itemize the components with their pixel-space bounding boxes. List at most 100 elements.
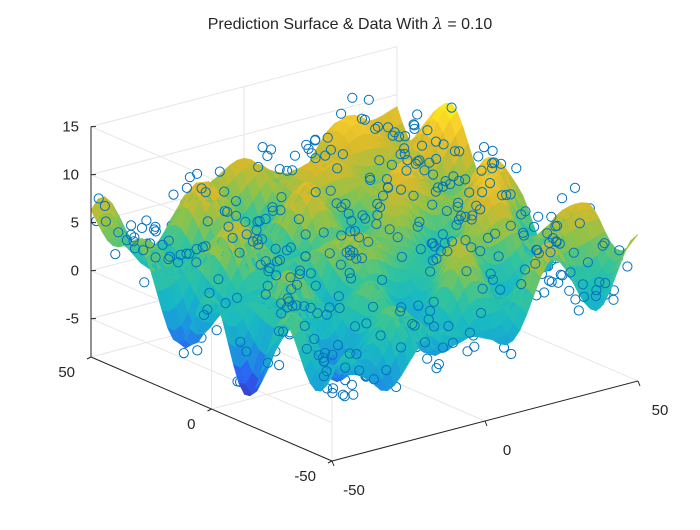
data-point (466, 242, 477, 253)
data-point (569, 182, 581, 193)
data-point (349, 321, 361, 332)
data-point (273, 326, 285, 337)
data-point (163, 254, 174, 265)
data-point (345, 250, 356, 261)
x-tick-label: 50 (652, 402, 669, 419)
data-point (473, 151, 484, 162)
data-point (325, 144, 336, 155)
data-point (568, 247, 579, 258)
data-point (437, 229, 448, 240)
data-point (487, 274, 499, 285)
data-point (608, 294, 619, 305)
y-tick-label: 0 (187, 416, 195, 433)
data-point (347, 92, 358, 103)
data-point (299, 320, 310, 331)
data-point (393, 131, 405, 142)
surface-layer (90, 102, 639, 402)
data-point (333, 291, 344, 302)
data-point (461, 266, 472, 277)
y-tick-label: -50 (294, 468, 316, 485)
data-point (552, 220, 563, 231)
data-point (128, 236, 139, 247)
data-point (113, 227, 124, 238)
data-point (476, 165, 487, 176)
data-point (341, 247, 352, 258)
data-point (287, 165, 298, 176)
data-point (282, 165, 293, 176)
data-point (291, 279, 303, 290)
data-point (343, 208, 354, 219)
data-point (360, 213, 371, 224)
data-point (413, 300, 424, 311)
data-point (324, 302, 335, 313)
data-point (427, 199, 438, 210)
data-point (129, 232, 140, 243)
data-point (220, 298, 231, 309)
data-point (428, 321, 440, 332)
data-point (395, 306, 406, 317)
data-point (256, 234, 267, 245)
data-point (181, 248, 192, 259)
data-point (374, 155, 385, 166)
data-point (399, 143, 410, 154)
data-point (191, 257, 202, 268)
x-tick-label: 0 (503, 442, 511, 459)
data-point (455, 210, 467, 221)
data-point (408, 119, 419, 130)
y-tick (327, 460, 333, 464)
data-point (267, 205, 278, 216)
data-point (412, 221, 423, 232)
data-point (402, 155, 413, 166)
data-point (557, 193, 568, 204)
y-tick-label: 50 (58, 364, 75, 381)
data-point (414, 216, 425, 227)
data-point (354, 365, 365, 376)
data-point (335, 259, 346, 270)
data-point (289, 150, 301, 161)
data-point (475, 204, 486, 215)
data-point (516, 279, 527, 290)
data-point (408, 190, 419, 201)
data-point (578, 291, 590, 302)
data-point (317, 352, 329, 363)
data-point (501, 189, 512, 201)
data-point (198, 309, 210, 321)
data-point (519, 264, 531, 275)
data-point (372, 121, 383, 132)
data-point (438, 139, 449, 150)
data-point (430, 136, 442, 147)
data-point (219, 206, 230, 217)
data-point (332, 340, 344, 351)
data-point (449, 146, 460, 157)
data-point (332, 163, 343, 174)
data-point (381, 365, 392, 376)
data-point (577, 279, 589, 290)
data-point (340, 362, 351, 373)
data-point (464, 327, 476, 338)
data-point (241, 346, 252, 357)
data-point (395, 149, 406, 160)
data-point (336, 108, 347, 119)
data-point (129, 243, 141, 254)
data-point (318, 371, 329, 382)
data-point (469, 341, 480, 352)
data-point (310, 280, 321, 291)
data-point (321, 309, 332, 320)
data-point (546, 211, 557, 222)
data-point (202, 216, 213, 227)
data-point (318, 227, 329, 238)
x-tick (331, 460, 335, 467)
data-point (253, 161, 264, 173)
data-point (300, 229, 311, 240)
data-point (407, 318, 418, 330)
data-point (506, 348, 517, 360)
data-point (518, 227, 529, 238)
data-point (126, 220, 137, 231)
data-point (337, 149, 348, 160)
data-point (539, 287, 550, 298)
data-point (599, 238, 610, 249)
data-point (368, 374, 379, 385)
data-point (396, 251, 407, 262)
data-point (415, 244, 426, 255)
